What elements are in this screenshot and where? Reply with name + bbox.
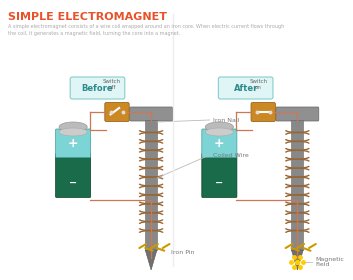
Text: −: −	[215, 178, 223, 188]
Text: +: +	[68, 137, 78, 150]
Text: Switch
on: Switch on	[249, 79, 268, 90]
Ellipse shape	[59, 128, 87, 136]
Polygon shape	[292, 250, 303, 270]
Text: SIMPLE ELECTROMAGNET: SIMPLE ELECTROMAGNET	[8, 12, 167, 22]
FancyBboxPatch shape	[202, 129, 237, 158]
Ellipse shape	[205, 128, 233, 136]
Text: +: +	[214, 137, 225, 150]
Ellipse shape	[205, 122, 233, 132]
FancyBboxPatch shape	[276, 107, 319, 121]
Text: Iron Nail: Iron Nail	[213, 118, 239, 123]
Ellipse shape	[59, 122, 87, 132]
FancyBboxPatch shape	[202, 153, 237, 197]
FancyBboxPatch shape	[55, 129, 91, 158]
FancyBboxPatch shape	[251, 102, 275, 122]
Bar	[145, 120, 157, 250]
Text: Switch
off: Switch off	[103, 79, 121, 90]
Text: −: −	[69, 178, 77, 188]
FancyBboxPatch shape	[219, 77, 273, 99]
FancyBboxPatch shape	[70, 77, 125, 99]
Text: Before: Before	[82, 83, 113, 92]
Text: A simple electromagnet consists of a wire coil wrapped around an iron core. When: A simple electromagnet consists of a wir…	[8, 24, 284, 36]
Text: Magnetic
Field: Magnetic Field	[315, 256, 344, 267]
FancyBboxPatch shape	[105, 102, 129, 122]
Text: Iron Pin: Iron Pin	[170, 251, 194, 255]
Polygon shape	[145, 250, 157, 270]
FancyBboxPatch shape	[130, 107, 173, 121]
FancyBboxPatch shape	[55, 153, 91, 197]
Bar	[292, 120, 303, 250]
Text: After: After	[233, 83, 258, 92]
Text: Coiled Wire: Coiled Wire	[213, 153, 248, 158]
